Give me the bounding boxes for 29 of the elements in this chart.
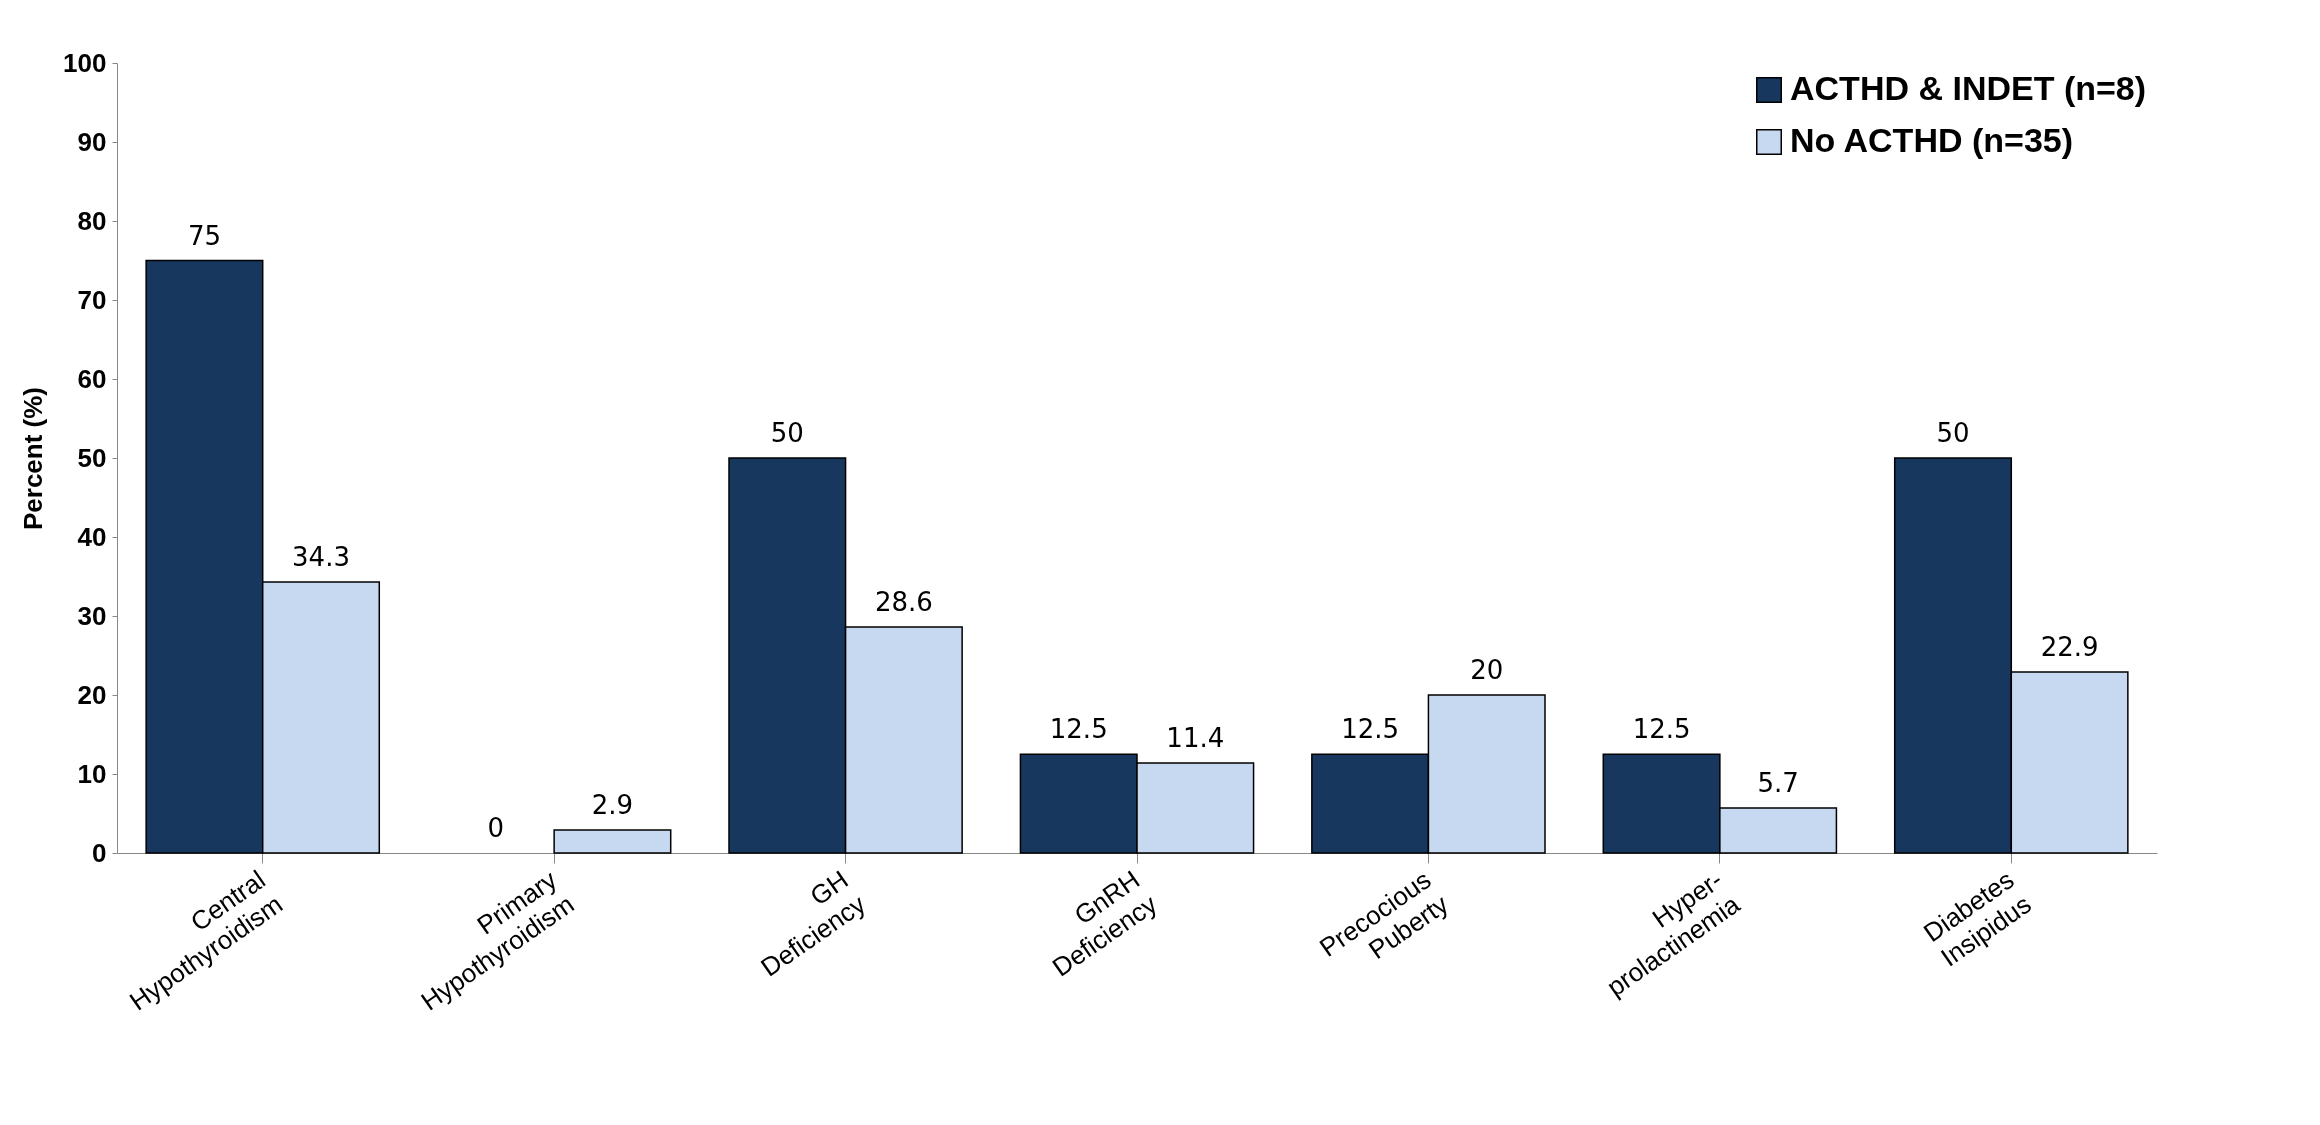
data-label: 12.5: [1341, 714, 1400, 745]
legend-label: No ACTHD (n=35): [1790, 121, 2074, 159]
y-tick-label: 70: [77, 284, 107, 315]
data-label: 22.9: [2040, 632, 2099, 663]
data-label: 12.5: [1632, 714, 1691, 745]
y-tick-label: 20: [77, 679, 107, 710]
data-label: 75: [187, 220, 221, 251]
data-label: 34.3: [292, 542, 350, 573]
bar: [553, 829, 672, 854]
y-tick-label: 10: [77, 758, 107, 789]
y-tick-label: 40: [77, 521, 107, 552]
data-label: 0: [487, 813, 505, 843]
y-tick-label: 90: [77, 126, 107, 157]
data-label: 5.7: [1757, 767, 1799, 798]
y-tick-label: 100: [63, 47, 107, 78]
data-label: 50: [1936, 418, 1970, 448]
data-label: 50: [770, 418, 804, 448]
y-tick-label: 60: [77, 363, 107, 394]
data-label: 2.9: [591, 790, 634, 821]
y-tick-label: 0: [92, 837, 107, 868]
y-tick-label: 50: [77, 442, 107, 473]
data-label: 28.6: [874, 587, 933, 618]
y-tick-label: 80: [77, 205, 107, 236]
data-label: 12.5: [1049, 714, 1108, 745]
data-label: 11.4: [1166, 722, 1225, 753]
y-axis-title: Percent (%): [18, 386, 49, 531]
legend-label: ACTHD & INDET (n=8): [1790, 69, 2147, 107]
y-tick-label: 30: [77, 600, 107, 631]
data-label: 20: [1470, 655, 1504, 685]
